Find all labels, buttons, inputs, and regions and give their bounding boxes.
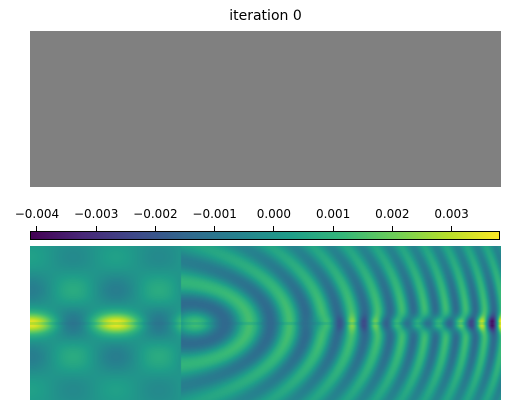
colorbar-tick-label: −0.001 (192, 207, 237, 221)
colorbar-tick-label: 0.002 (375, 207, 410, 221)
colorbar-tick-label: −0.002 (133, 207, 178, 221)
top-heatmap (30, 31, 501, 187)
colorbar-tick-label: 0.001 (315, 207, 351, 221)
colorbar-tick-label: −0.003 (73, 207, 119, 221)
colorbar-tick-label: 0.000 (256, 207, 292, 221)
chart-title: iteration 0 (229, 8, 302, 24)
colorbar-tick-label: −0.004 (14, 207, 60, 221)
top-heatmap-field (30, 31, 501, 187)
colorbar (30, 231, 500, 240)
bottom-heatmap (30, 246, 501, 400)
colorbar-tick-label: 0.003 (434, 207, 469, 221)
